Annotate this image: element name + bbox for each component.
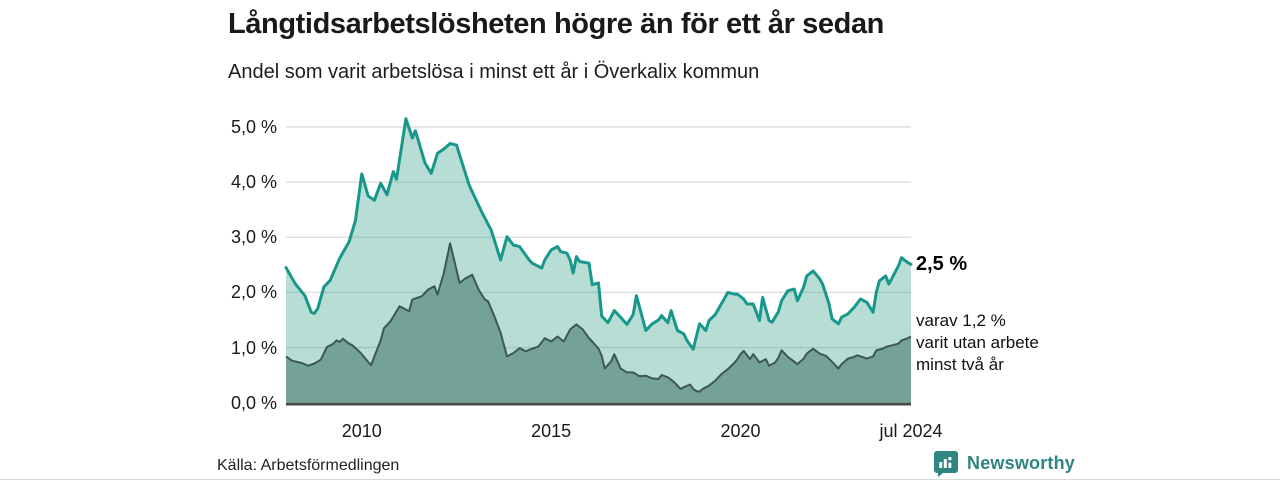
y-tick-label: 0,0 % [230, 392, 277, 413]
x-tick-label: 2015 [531, 421, 572, 441]
newsworthy-logo-icon [934, 451, 958, 477]
line-over-two-years [285, 242, 912, 393]
y-tick-label: 4,0 % [230, 172, 277, 193]
two-year-note-annotation: varav 1,2 % varit utan arbete minst två … [916, 310, 1039, 376]
note-line-1: varav 1,2 % [916, 311, 1006, 330]
y-tick-label: 3,0 % [230, 227, 277, 248]
line-total-over-one-year [284, 117, 913, 351]
note-line-3: minst två år [916, 355, 1004, 374]
brand-lockup: Newsworthy [933, 450, 1075, 477]
latest-value-annotation: 2,5 % [916, 253, 968, 275]
page-title: Långtidsarbetslösheten högre än för ett … [228, 8, 884, 40]
y-tick-label: 1,0 % [230, 337, 277, 358]
x-tick-label: 2020 [720, 421, 761, 441]
note-line-2: varit utan arbete [916, 333, 1039, 352]
source-credit: Källa: Arbetsförmedlingen [217, 457, 400, 474]
area-over-two-years [286, 243, 911, 403]
chart-subtitle: Andel som varit arbetslösa i minst ett å… [228, 61, 760, 83]
brand-name: Newsworthy [967, 453, 1076, 473]
y-tick-label: 5,0 % [230, 116, 277, 137]
y-tick-label: 2,0 % [230, 282, 277, 303]
x-tick-label: 2010 [341, 421, 382, 441]
x-tick-label: jul 2024 [879, 421, 943, 441]
